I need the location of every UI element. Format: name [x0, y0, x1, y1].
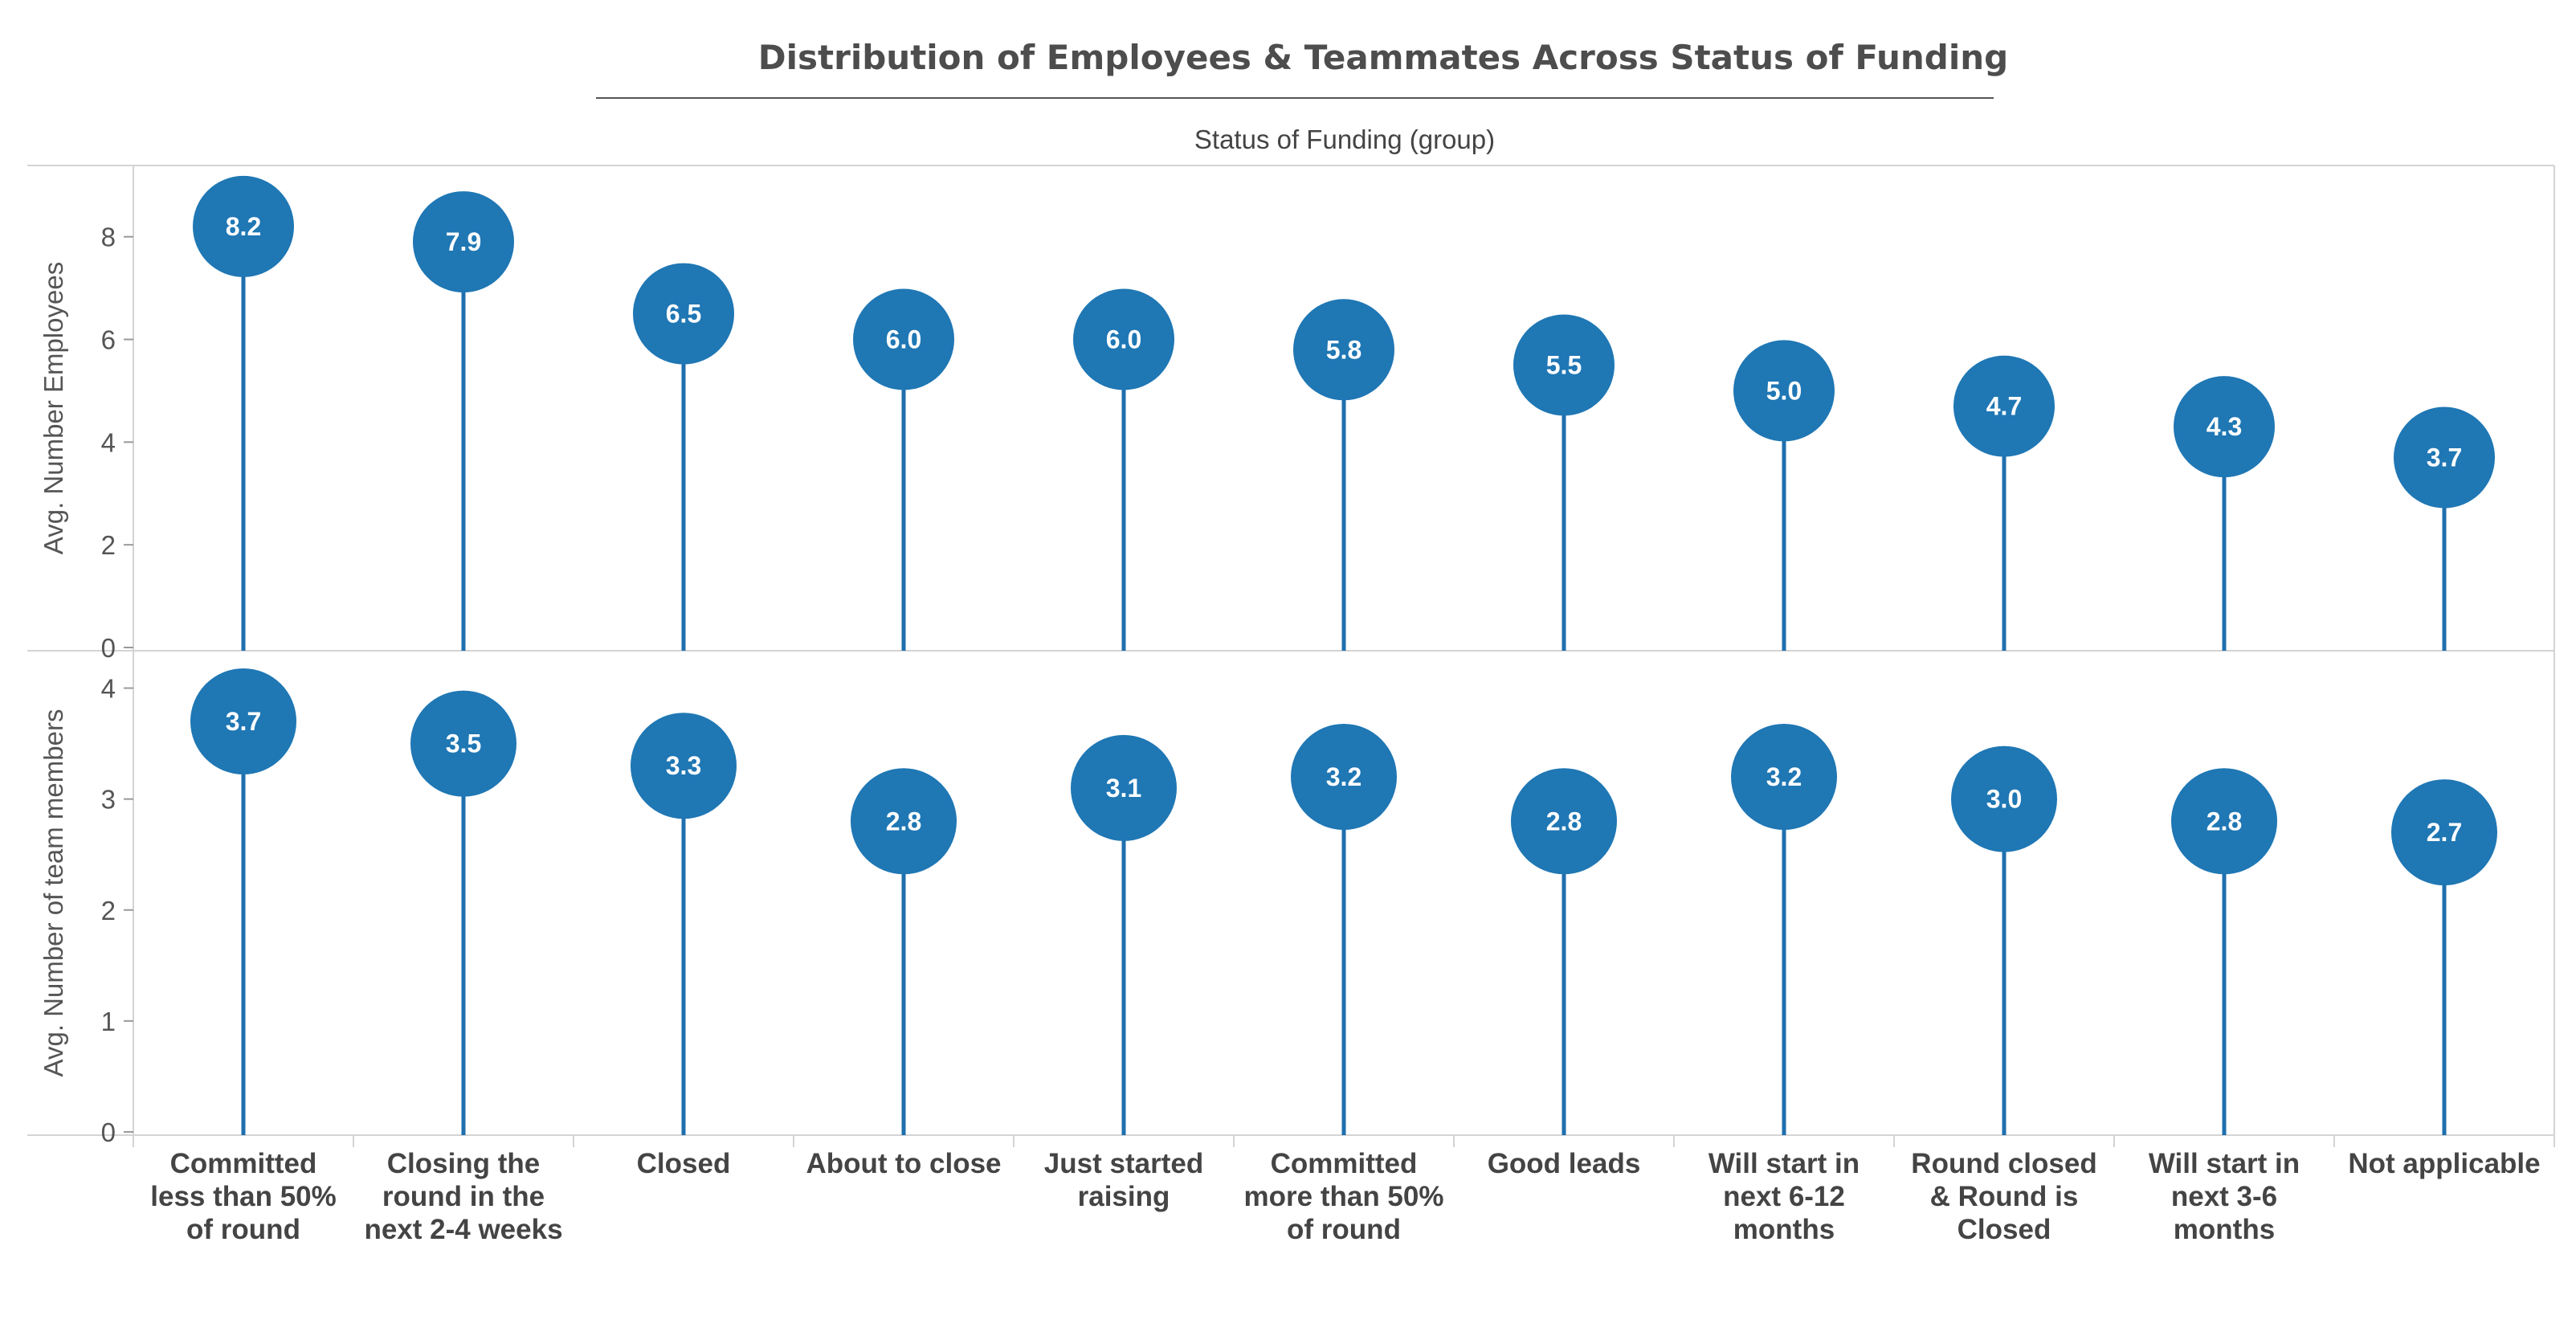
- lollipop-point: [2394, 406, 2495, 509]
- chart-title: Distribution of Employees & Teammates Ac…: [758, 38, 2008, 77]
- x-category-label: Round closed & Round is Closed: [1911, 1148, 2096, 1245]
- lollipop-point: [1291, 724, 1397, 831]
- data-label: 3.3: [666, 751, 701, 780]
- y-axis-label: Avg. Number Employees: [39, 262, 68, 554]
- x-category-label: Good leads: [1488, 1148, 1641, 1179]
- lollipop-point: [1953, 355, 2055, 457]
- lollipop-point: [1513, 314, 1615, 416]
- data-label: 2.8: [886, 807, 921, 835]
- data-label: 3.5: [446, 729, 481, 758]
- lollipop-point: [1073, 288, 1174, 390]
- data-label: 3.7: [2427, 443, 2462, 472]
- lollipop-point: [631, 713, 737, 819]
- lollipop-point: [1511, 768, 1617, 875]
- data-label: 2.7: [2427, 818, 2462, 847]
- data-label: 5.5: [1546, 350, 1582, 379]
- data-label: 6.0: [886, 325, 921, 354]
- lollipop-point: [1731, 724, 1837, 831]
- lollipop-point: [1951, 746, 2057, 852]
- y-tick-label: 4: [101, 427, 116, 457]
- x-category-label: Not applicable: [2348, 1148, 2540, 1179]
- data-label: 3.0: [1986, 785, 2022, 814]
- y-tick-label: 1: [101, 1007, 116, 1036]
- y-tick-label: 8: [101, 223, 116, 252]
- lollipop-point: [2391, 779, 2497, 886]
- data-label: 3.1: [1106, 774, 1141, 803]
- lollipop-point: [190, 668, 296, 774]
- lollipop-point: [193, 175, 294, 277]
- data-label: 2.8: [2207, 807, 2242, 835]
- data-label: 6.0: [1106, 325, 1141, 354]
- y-tick-label: 2: [101, 896, 116, 925]
- lollipop-point: [410, 690, 516, 797]
- x-category-label: Just started raising: [1044, 1148, 1203, 1212]
- lollipop-point: [1293, 299, 1394, 401]
- y-tick-label: 0: [101, 1117, 116, 1147]
- x-category-label: Committed more than 50% of round: [1244, 1148, 1444, 1245]
- lollipop-point: [851, 768, 957, 875]
- y-tick-label: 3: [101, 785, 116, 815]
- x-category-label: Closing the round in the next 2-4 weeks: [364, 1148, 562, 1245]
- data-label: 3.7: [226, 707, 261, 736]
- data-label: 3.2: [1326, 762, 1361, 791]
- x-category-label: Will start in next 3-6 months: [2149, 1148, 2300, 1245]
- data-label: 4.3: [2207, 412, 2242, 441]
- data-label: 8.2: [226, 212, 261, 241]
- x-category-label: Will start in next 6-12 months: [1708, 1148, 1860, 1245]
- plot-area: 0 2 4 6 8 Avg. Number Employees 8.2 7.9 6.5 6.0 6.…: [27, 165, 2555, 1245]
- lollipop-point: [1733, 340, 1835, 442]
- x-category-label: About to close: [806, 1148, 1001, 1179]
- lollipop-point: [413, 191, 514, 293]
- data-label: 6.5: [666, 300, 701, 329]
- lollipop-point: [2171, 768, 2277, 875]
- y-tick-label: 2: [101, 530, 116, 560]
- y-tick-label: 4: [101, 674, 116, 704]
- data-label: 3.2: [1766, 762, 1802, 791]
- lollipop-point: [853, 288, 954, 390]
- lollipop-point: [1071, 734, 1177, 841]
- data-label: 5.0: [1766, 376, 1802, 405]
- y-tick-label: 0: [101, 633, 116, 663]
- data-label: 5.8: [1326, 335, 1361, 364]
- lollipop-point: [633, 263, 734, 365]
- y-tick-label: 6: [101, 325, 116, 355]
- column-header: Status of Funding (group): [1194, 125, 1495, 154]
- lollipop-point: [2174, 376, 2275, 478]
- x-category-label: Committed less than 50% of round: [150, 1148, 337, 1245]
- y-axis-label: Avg. Number of team members: [39, 709, 68, 1077]
- data-label: 4.7: [1986, 392, 2022, 421]
- data-label: 2.8: [1546, 807, 1582, 835]
- data-label: 7.9: [446, 227, 481, 256]
- x-category-label: Closed: [637, 1148, 731, 1179]
